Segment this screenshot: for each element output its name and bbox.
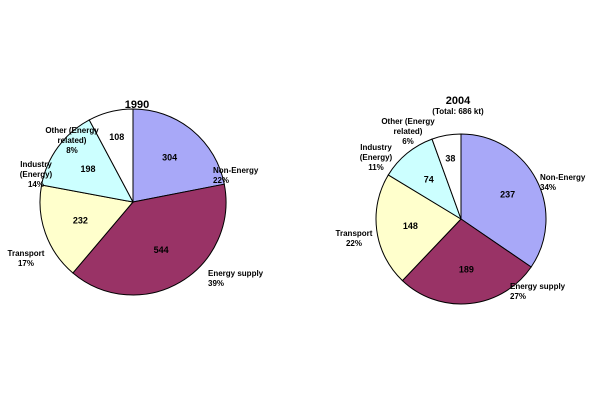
slice-category-label-line: Energy supply (510, 282, 566, 291)
pie-slice-non-energy (460, 133, 547, 268)
slice-value-label: 232 (73, 216, 88, 226)
chart-title: 1990 (125, 99, 149, 111)
slice-category-label: Energy supply 39% (208, 269, 264, 288)
pie-slice-other-energy-related (88, 108, 134, 203)
pie-slice-other-energy-related (431, 133, 462, 220)
slice-category-label-line: 39% (208, 279, 224, 288)
slice-category-label: Industry (Energy) 11% (360, 143, 393, 172)
slice-category-label: Other (Energy related) 6% (381, 117, 435, 146)
slice-value-label: 189 (459, 265, 474, 275)
slice-category-label: Industry (Energy) 14% (20, 160, 53, 189)
slice-category-label-line: 17% (18, 259, 34, 268)
slice-category-label-line: Other (Energy (45, 126, 99, 135)
slice-value-label: 198 (80, 164, 95, 174)
slice-value-label: 544 (154, 245, 169, 255)
slice-category-label-line: Industry (20, 160, 52, 169)
slice-category-label-line: Transport (336, 229, 373, 238)
slice-value-label: 148 (403, 221, 418, 231)
slice-category-label-line: 27% (510, 292, 526, 301)
slice-category-label-line: Other (Energy (381, 117, 435, 126)
slice-category-label: Transport 22% (336, 229, 373, 248)
slice-category-label-line: 6% (402, 137, 414, 146)
pie-slice-industry-energy (40, 119, 134, 203)
slice-category-label-line: 8% (66, 146, 78, 155)
slice-category-label-line: 22% (213, 176, 229, 185)
slice-category-label-line: Transport (8, 249, 45, 258)
slice-category-label-line: Industry (360, 143, 392, 152)
slice-category-label: Transport 17% (8, 249, 45, 268)
slice-category-label-line: 22% (346, 239, 362, 248)
slice-category-label-line: Non-Energy (213, 166, 259, 175)
slice-value-label: 74 (424, 175, 434, 185)
slice-category-label-line: Non-Energy (540, 173, 586, 182)
slice-value-label: 304 (162, 153, 177, 163)
pie-slice-transport (39, 184, 134, 274)
slice-category-label-line: 34% (540, 183, 556, 192)
pie-slice-energy-supply (401, 218, 532, 305)
slice-value-label: 38 (445, 154, 455, 164)
slice-category-label-line: related) (394, 127, 423, 136)
slice-category-label-line: (Energy) (360, 153, 393, 162)
pie-chart-2004: 2004(Total: 686 kt) 237 Non-Energy 34% 189 En… (336, 95, 586, 305)
pie-slice-non-energy (132, 108, 225, 203)
slice-category-label-line: 14% (28, 180, 44, 189)
slice-category-label-line: 11% (368, 163, 384, 172)
slice-category-label-line: related) (58, 136, 87, 145)
pie-chart-1990: 1990(Total: 1386 kt)304Non-Energy22%544E… (8, 99, 264, 296)
slice-category-label: Non-Energy 22% (213, 166, 259, 185)
slice-value-label: 108 (109, 132, 124, 142)
slice-value-label: 237 (500, 189, 515, 199)
chart-title: 2004 (446, 95, 471, 107)
slice-category-label-line: Energy supply (208, 269, 264, 278)
chart-subtitle: (Total: 686 kt) (432, 107, 484, 116)
slice-category-label: Other (Energy related) 8% (45, 126, 99, 155)
slice-category-label: Energy supply 27% (510, 282, 566, 301)
slice-category-label-line: (Energy) (20, 170, 53, 179)
pie-slice-transport (375, 174, 462, 282)
slice-category-label: Non-Energy 34% (540, 173, 586, 192)
pie-slice-energy-supply (72, 183, 227, 296)
